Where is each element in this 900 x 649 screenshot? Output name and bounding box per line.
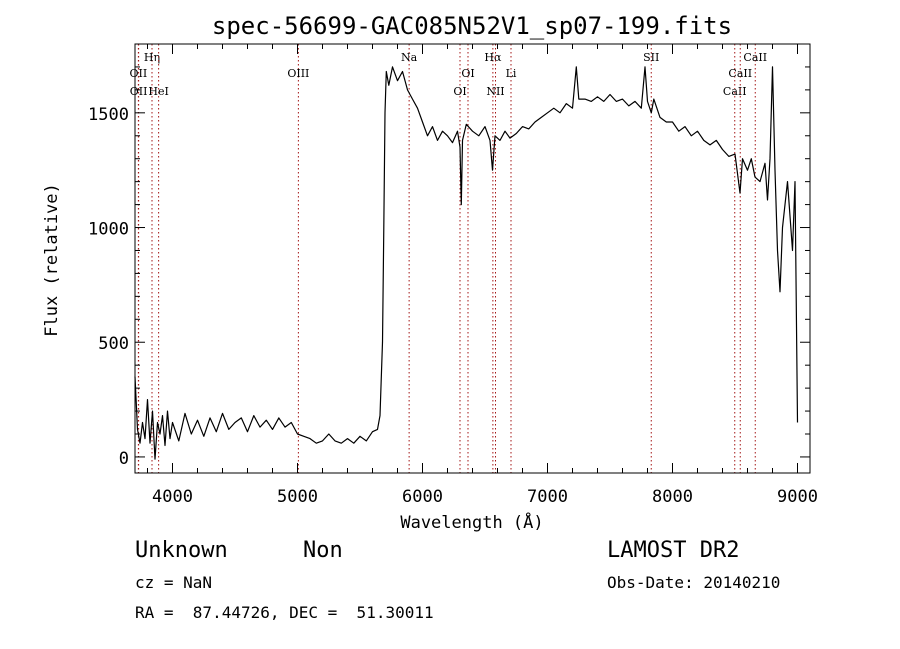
spectral-line-label: CaII	[723, 85, 747, 98]
x-tick-label: 6000	[402, 487, 443, 507]
spectral-line-label: OII	[130, 85, 148, 98]
y-tick-label: 500	[98, 334, 129, 354]
x-axis-label: Wavelength (Å)	[400, 511, 543, 533]
spectral-line-label: OIII	[287, 67, 309, 80]
survey-name: LAMOST DR2	[607, 538, 740, 563]
y-axis-label: Flux (relative)	[42, 183, 62, 337]
x-tick-label: 9000	[777, 487, 818, 507]
spectral-line-label: NII	[486, 85, 504, 98]
y-tick-label: 1500	[88, 105, 129, 125]
spectral-line-label: HeI	[148, 85, 168, 98]
x-tick-label: 4000	[152, 487, 193, 507]
observation-date: Obs-Date: 20140210	[607, 573, 781, 592]
y-tick-label: 0	[119, 449, 129, 469]
spectral-line-label: Li	[506, 67, 517, 80]
coordinates: RA = 87.44726, DEC = 51.30011	[135, 603, 434, 622]
chart-title: spec-56699-GAC085N52V1_sp07-199.fits	[212, 12, 732, 40]
spectral-line-label: Hα	[484, 51, 502, 64]
object-class: Unknown	[135, 538, 228, 563]
object-subclass: Non	[303, 538, 343, 563]
spectral-line-label: Hη	[144, 51, 160, 64]
plot-frame	[134, 43, 811, 474]
spectral-line-label: Na	[401, 51, 418, 64]
spectral-line-label: OI	[461, 67, 474, 80]
spectral-line-label: SII	[643, 51, 659, 64]
spectral-line-label: CaII	[743, 51, 767, 64]
redshift-cz: cz = NaN	[135, 573, 213, 592]
axis-ticks: 4000 5000 6000 7000 8000 9000 0 500 1000 1500	[88, 44, 818, 507]
y-tick-label: 1000	[88, 220, 129, 240]
spectral-line-label: CaII	[728, 67, 752, 80]
spectral-line-markers: OIIOIIHηHeIOIIINaOIOIHαNIILiSIICaIICaIIC…	[130, 44, 767, 473]
x-tick-label: 8000	[652, 487, 693, 507]
spectrum-line	[134, 66, 799, 460]
x-tick-label: 5000	[277, 487, 318, 507]
x-tick-label: 7000	[527, 487, 568, 507]
spectral-line-label: OI	[453, 85, 466, 98]
